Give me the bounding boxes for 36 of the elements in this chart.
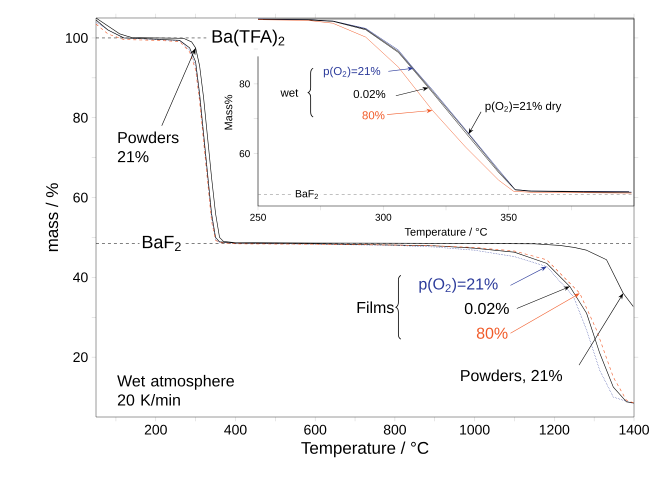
y-tick-label: 60 [240, 150, 250, 158]
x-tick-label: 1400 [620, 424, 649, 435]
text: 80% [476, 328, 508, 339]
y-tick-label: 80 [73, 112, 88, 123]
x-axis-title: Temperature / °C [301, 441, 428, 458]
x-tick-label: 1000 [460, 424, 490, 435]
x-tick-label: 200 [144, 424, 167, 435]
text: p(O$_{2}$)=21% dry [486, 102, 562, 112]
annotation: Powders 21% [118, 131, 179, 162]
x-tick-label: 350 [500, 214, 517, 221]
x-tick-label: 800 [384, 424, 406, 435]
y-tick-label: 20 [73, 352, 88, 362]
x-tick-label: 250 [250, 214, 266, 221]
y-tick-label: 80 [240, 80, 250, 88]
y-axis-title: mass / % [46, 183, 58, 252]
legend-label: 80% [362, 111, 384, 120]
x-axis-title: Temperature / °C [404, 228, 488, 238]
x-tick-label: 600 [304, 424, 326, 435]
legend-label: p(O$_{2}$)=21% [324, 66, 380, 78]
annotation: wet [280, 89, 298, 97]
ref-line-label: BaF$_{2}$ [296, 190, 318, 199]
annotation: Wet atmosphere 20 K/min [117, 374, 234, 406]
x-tick-label: 300 [375, 214, 392, 221]
legend-label: 0.02% [464, 302, 509, 314]
legend-label: p(O$_{2}$)=21% [419, 278, 498, 293]
y-tick-label: 60 [73, 192, 88, 202]
x-tick-label: 1200 [540, 424, 570, 435]
x-tick-label: 400 [224, 424, 247, 435]
y-tick-label: 40 [73, 272, 88, 282]
legend-label: 0.02% [354, 90, 386, 98]
text: Powders, 21% [461, 370, 562, 384]
annotation: Films [358, 301, 394, 314]
y-tick-label: 100 [66, 32, 88, 43]
ref-line-label: Ba(TFA)$_{2}$ [212, 30, 284, 46]
ref-line-label: BaF$_{2}$ [142, 236, 181, 252]
y-axis-title: Mass% [224, 94, 232, 130]
